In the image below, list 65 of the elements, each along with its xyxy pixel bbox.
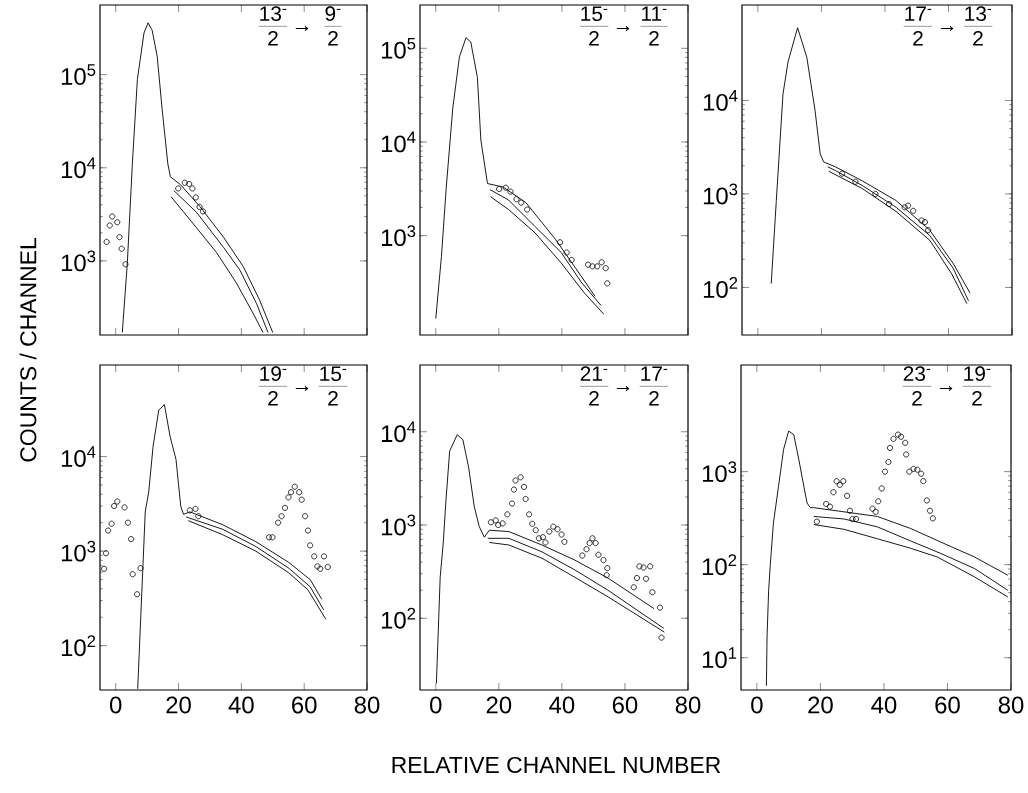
x-tick-label: 80 bbox=[675, 696, 701, 714]
x-tick-label: 20 bbox=[808, 696, 833, 714]
annotation: 2 bbox=[589, 30, 599, 46]
annotation: 2 bbox=[328, 390, 338, 406]
annotation: → bbox=[295, 26, 309, 31]
annotation: 21$^{-}$ bbox=[580, 366, 608, 381]
annotation: 2 bbox=[649, 390, 659, 406]
annotation: 2 bbox=[268, 30, 278, 46]
annotation: → bbox=[940, 26, 954, 31]
annotation: 11$^{-}$ bbox=[642, 6, 667, 21]
y-tick-label: 10$^{2}$ bbox=[703, 276, 738, 298]
x-tick-label: 40 bbox=[871, 696, 897, 714]
y-tick-label: 10$^{4}$ bbox=[381, 421, 416, 443]
annotation: 15$^{-}$ bbox=[581, 6, 608, 22]
x-tick-label: 60 bbox=[612, 696, 638, 714]
y-tick-label: 10$^{2}$ bbox=[61, 635, 96, 657]
annotation: 2 bbox=[268, 390, 278, 406]
x-tick-label: 80 bbox=[998, 696, 1024, 714]
annotation: 2 bbox=[973, 30, 983, 46]
y-tick-label: 10$^{4}$ bbox=[703, 90, 738, 111]
y-tick-label: 10$^{3}$ bbox=[381, 225, 416, 247]
y-tick-label: 10$^{5}$ bbox=[61, 64, 96, 86]
x-tick-label: 20 bbox=[486, 696, 512, 714]
y-tick-label: 10$^{5}$ bbox=[381, 37, 416, 59]
x-tick-label: 0 bbox=[430, 696, 442, 714]
x-tick-label: 40 bbox=[549, 696, 575, 714]
annotation: 2 bbox=[972, 390, 982, 406]
annotation: 13$^{-}$ bbox=[965, 6, 992, 22]
annotation: 19$^{-}$ bbox=[260, 366, 287, 382]
annotation: 19$^{-}$ bbox=[964, 366, 991, 382]
y-tick-label: 10$^{2}$ bbox=[381, 607, 416, 629]
annotation: → bbox=[616, 26, 630, 31]
x-tick-label: 60 bbox=[935, 696, 960, 714]
y-tick-label: 10$^{3}$ bbox=[381, 514, 416, 536]
y-axis-title: COUNTS / CHANNEL bbox=[19, 238, 37, 462]
x-tick-label: 0 bbox=[751, 696, 763, 714]
annotation: → bbox=[295, 386, 309, 391]
annotation: → bbox=[939, 386, 953, 391]
y-tick-label: 10$^{2}$ bbox=[702, 554, 737, 576]
annotation: 2 bbox=[913, 30, 923, 46]
y-tick-label: 10$^{3}$ bbox=[61, 540, 96, 562]
annotation: 2 bbox=[589, 390, 599, 406]
y-tick-label: 10$^{3}$ bbox=[703, 183, 738, 205]
x-tick-label: 80 bbox=[354, 696, 380, 714]
annotation: 13$^{-}$ bbox=[260, 6, 287, 22]
y-tick-label: 10$^{3}$ bbox=[61, 250, 96, 272]
annotation: 17$^{-}$ bbox=[641, 366, 668, 381]
annotation: 2 bbox=[912, 390, 922, 406]
y-tick-label: 10$^{3}$ bbox=[702, 461, 737, 483]
y-tick-label: 10$^{4}$ bbox=[381, 131, 416, 153]
annotation: → bbox=[616, 386, 630, 391]
annotation: 23$^{-}$ bbox=[903, 366, 931, 382]
x-axis-title: RELATIVE CHANNEL NUMBER bbox=[392, 756, 721, 774]
annotation: 2 bbox=[649, 30, 659, 46]
annotation: 9$^{-}$ bbox=[325, 6, 341, 22]
x-tick-label: 60 bbox=[292, 696, 317, 714]
annotation: 15$^{-}$ bbox=[320, 366, 347, 382]
annotation: 2 bbox=[328, 30, 338, 46]
y-tick-label: 10$^{4}$ bbox=[61, 157, 96, 179]
y-tick-label: 10$^{1}$ bbox=[702, 647, 737, 669]
x-tick-label: 20 bbox=[166, 696, 191, 714]
annotation: 17$^{-}$ bbox=[905, 6, 932, 21]
x-tick-label: 40 bbox=[228, 696, 254, 714]
x-tick-label: 0 bbox=[109, 696, 122, 714]
y-tick-label: 10$^{4}$ bbox=[61, 446, 96, 467]
